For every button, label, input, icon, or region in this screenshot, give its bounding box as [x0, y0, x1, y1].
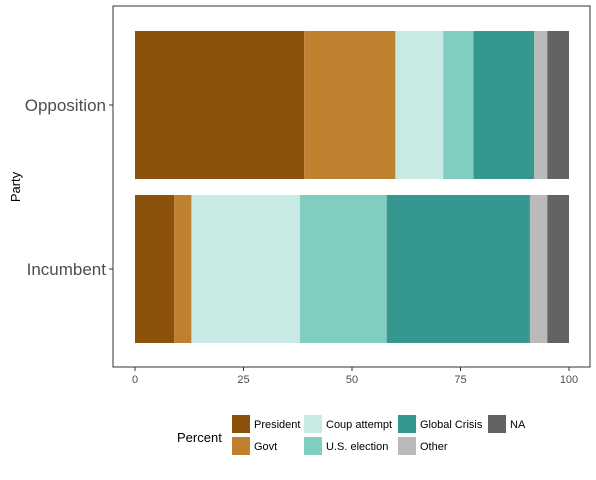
bar-opposition-president: [135, 31, 305, 179]
bar-incumbent-coup-attempt: [191, 195, 300, 343]
x-tick-label-0: 0: [132, 374, 138, 386]
legend-key-na: [488, 415, 506, 433]
bars-layer: [135, 31, 569, 343]
legend: Percent President Govt Coup attempt U.S. el…: [177, 415, 526, 455]
legend-key-u-s-election: [304, 437, 322, 455]
bar-incumbent-global-crisis: [386, 195, 530, 343]
legend-label-govt: Govt: [254, 441, 277, 453]
bar-incumbent-other: [529, 195, 548, 343]
bar-incumbent-president: [135, 195, 175, 343]
bar-incumbent-u-s-election: [299, 195, 387, 343]
legend-label-other: Other: [420, 441, 448, 453]
y-tick-label-opposition: Opposition: [25, 96, 106, 115]
legend-key-other: [398, 437, 416, 455]
bar-opposition-global-crisis: [473, 31, 535, 179]
legend-key-global-crisis: [398, 415, 416, 433]
bar-opposition-u-s-election: [443, 31, 474, 179]
x-axis: 0 25 50 75 100: [132, 367, 578, 386]
y-tick-label-incumbent: Incumbent: [27, 260, 107, 279]
bar-opposition-other: [534, 31, 548, 179]
legend-label-global-crisis: Global Crisis: [420, 419, 483, 431]
y-axis: Opposition Incumbent: [25, 96, 113, 279]
legend-key-coup-attempt: [304, 415, 322, 433]
y-axis-title: Party: [8, 171, 23, 202]
x-tick-label-75: 75: [454, 374, 466, 386]
bar-opposition-na: [547, 31, 569, 179]
bar-opposition-coup-attempt: [395, 31, 444, 179]
x-tick-label-50: 50: [346, 374, 358, 386]
legend-label-president: President: [254, 419, 300, 431]
legend-title: Percent: [177, 430, 222, 445]
legend-label-na: NA: [510, 419, 526, 431]
legend-key-president: [232, 415, 250, 433]
bar-incumbent-na: [547, 195, 569, 343]
x-tick-label-100: 100: [560, 374, 578, 386]
x-tick-label-25: 25: [237, 374, 249, 386]
bar-opposition-govt: [304, 31, 396, 179]
legend-label-coup-attempt: Coup attempt: [326, 419, 392, 431]
bar-incumbent-govt: [174, 195, 192, 343]
legend-label-u-s-election: U.S. election: [326, 441, 388, 453]
legend-key-govt: [232, 437, 250, 455]
